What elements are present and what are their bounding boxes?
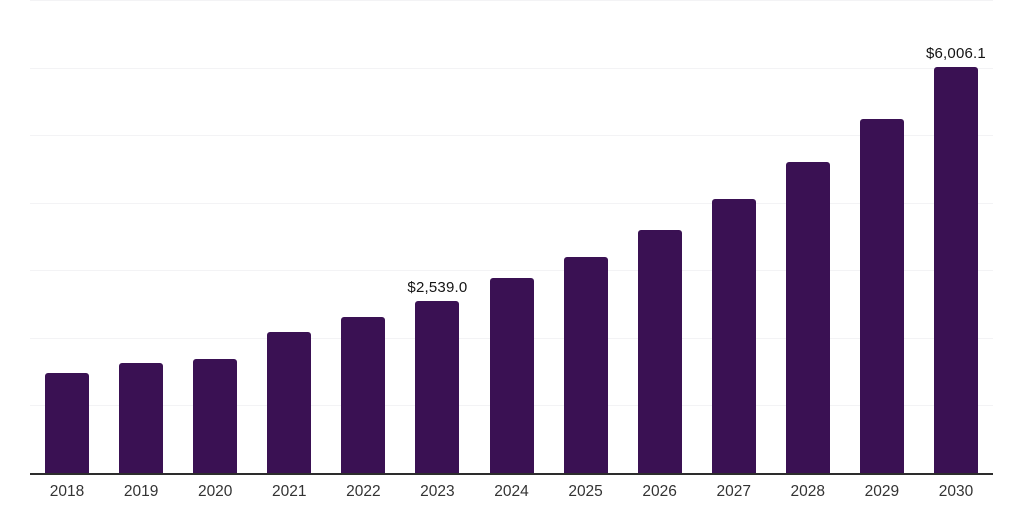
bar-2019	[119, 362, 164, 473]
bar-2028	[785, 162, 830, 473]
bar-2022	[341, 316, 386, 473]
x-tick-2027: 2027	[716, 483, 751, 500]
x-tick-2021: 2021	[272, 483, 307, 500]
x-tick-2030: 2030	[938, 483, 974, 500]
bar-2030	[933, 67, 978, 473]
x-tick-2026: 2026	[642, 483, 677, 500]
plot-area: $2,539.0 $6,006.1	[30, 0, 993, 475]
x-tick-2020: 2020	[197, 483, 233, 500]
bar-2029	[859, 118, 904, 473]
x-tick-2025: 2025	[568, 483, 603, 500]
gridline-7000	[30, 0, 993, 1]
x-tick-2029: 2029	[864, 483, 900, 500]
bar-2020	[193, 358, 238, 473]
value-label-2030: $6,006.1	[925, 45, 986, 63]
value-label-2023: $2,539.0	[407, 279, 468, 297]
x-tick-2023: 2023	[420, 483, 455, 500]
bar-2027	[711, 199, 756, 473]
bar-2023	[415, 301, 460, 473]
gridline-3000	[30, 270, 993, 272]
x-tick-2019: 2019	[123, 483, 159, 500]
bar-2018	[45, 373, 90, 473]
bar-2024	[489, 278, 534, 473]
gridline-4000	[30, 202, 993, 204]
x-tick-2018: 2018	[49, 483, 85, 500]
gridline-5000	[30, 135, 993, 137]
bar-2026	[637, 229, 682, 473]
bar-2025	[563, 257, 608, 473]
gridline-6000	[30, 67, 993, 69]
bar-2021	[267, 331, 312, 473]
x-tick-2024: 2024	[494, 483, 529, 500]
x-tick-2028: 2028	[790, 483, 826, 500]
x-tick-2022: 2022	[346, 483, 381, 500]
